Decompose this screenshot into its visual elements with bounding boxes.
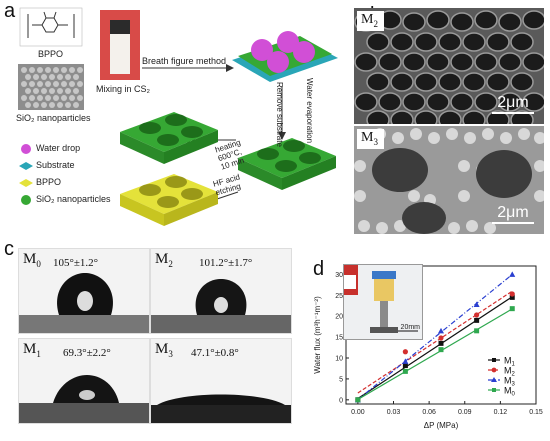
contact-angle-m0: M0 105°±1.2° xyxy=(18,248,150,334)
legend-marker xyxy=(491,367,497,373)
data-point-m1 xyxy=(438,340,444,346)
data-point-m3 xyxy=(402,358,409,364)
panel-letter-a: a xyxy=(4,0,16,22)
porous-film-yellow xyxy=(120,174,218,226)
sem-m2-label: M2 xyxy=(357,11,384,31)
sem-m2-scalebar: 2μm xyxy=(492,94,534,114)
data-point-m0 xyxy=(474,328,480,334)
legend-bppo-icon xyxy=(19,179,33,187)
legend-marker xyxy=(492,358,496,362)
legend-label: M1 xyxy=(504,356,516,368)
step-remove-substrate: Remove substrate xyxy=(275,82,284,147)
y-tick-label: 25 xyxy=(335,293,343,300)
data-point-m2 xyxy=(438,335,444,341)
data-point-m1 xyxy=(402,363,408,369)
y-axis-label: Water flux (m³h⁻¹m⁻²) xyxy=(313,296,322,374)
data-point-m1 xyxy=(509,294,515,300)
film-with-water-drops xyxy=(232,31,338,82)
fit-line-m3 xyxy=(357,274,513,401)
droplet-m0-icon xyxy=(19,273,149,333)
legend-sio2: SiO₂ nanoparticles xyxy=(36,194,111,204)
contact-angle-m1-label: M1 xyxy=(23,341,41,359)
panel-letter-d: d xyxy=(313,258,325,280)
fit-line-m0 xyxy=(357,308,513,400)
y-tick-label: 20 xyxy=(335,314,343,321)
y-tick-label: 15 xyxy=(335,335,343,342)
porous-film-green-right xyxy=(238,138,336,190)
legend-marker xyxy=(492,388,496,392)
data-point-m3 xyxy=(473,301,480,307)
x-tick-label: 0.12 xyxy=(494,409,508,416)
porous-film-green-left xyxy=(120,112,218,164)
data-point-m0 xyxy=(509,306,515,312)
step-breath-figure: Breath figure method xyxy=(142,56,227,66)
contact-angle-m1: M1 69.3°±2.2° xyxy=(18,338,150,424)
sem-image-m3: M3 2μm xyxy=(354,126,544,234)
data-point-m0 xyxy=(355,397,361,403)
schematic-illustration xyxy=(18,7,338,226)
inset-photo: 20mm xyxy=(343,264,423,340)
contact-angle-m2-label: M2 xyxy=(155,251,173,269)
bppo-structure-box xyxy=(19,7,83,47)
fit-line-m2 xyxy=(357,290,513,394)
sem-nanoparticles-m3 xyxy=(354,126,544,234)
legend-label: M2 xyxy=(504,366,516,378)
data-point-m2 xyxy=(474,312,480,318)
x-tick-label: 0.03 xyxy=(387,409,401,416)
x-tick-label: 0.06 xyxy=(422,409,436,416)
data-point-m2 xyxy=(402,349,408,355)
bppo-molecule-icon xyxy=(27,11,75,38)
data-point-m0 xyxy=(438,347,444,353)
panel-letter-c: c xyxy=(4,238,14,260)
contact-angle-m0-value: 105°±1.2° xyxy=(53,257,99,269)
legend-marker xyxy=(491,377,497,382)
contact-angle-m3-label: M3 xyxy=(155,341,173,359)
droplet-m1-icon xyxy=(19,375,149,423)
legend-substrate: Substrate xyxy=(36,160,75,170)
x-tick-label: 0.15 xyxy=(529,409,543,416)
contact-angle-m3-value: 47.1°±0.8° xyxy=(191,347,239,359)
contact-angle-m3: M3 47.1°±0.8° xyxy=(150,338,292,424)
data-point-m2 xyxy=(509,291,515,297)
fit-line-m1 xyxy=(357,296,513,400)
droplet-m3-icon xyxy=(151,394,291,423)
sem-image-m2: M2 2μm xyxy=(354,8,544,124)
y-tick-label: 10 xyxy=(335,356,343,363)
mixing-caption: Mixing in CS₂ xyxy=(96,84,151,94)
schematic-panel: BPPO SiO₂ nanoparticles Mixing in CS₂ Br… xyxy=(0,0,365,235)
data-point-m3 xyxy=(438,327,444,334)
contact-angle-m2-value: 101.2°±1.7° xyxy=(199,257,253,269)
x-tick-label: 0.00 xyxy=(351,409,365,416)
sio2-caption: SiO₂ nanoparticles xyxy=(16,113,91,123)
legend-label: M0 xyxy=(504,386,516,398)
contact-angle-m0-label: M0 xyxy=(23,251,41,269)
sem-m3-scalebar: 2μm xyxy=(492,204,534,224)
data-point-m3 xyxy=(509,271,516,277)
legend-bppo: BPPO xyxy=(36,177,62,187)
sem-m2-scale-text: 2μm xyxy=(497,94,529,111)
legend-water-drop: Water drop xyxy=(36,143,81,153)
x-tick-label: 0.09 xyxy=(458,409,472,416)
legend-sio2-icon xyxy=(21,195,31,205)
x-axis-label: ΔP (MPa) xyxy=(424,421,459,430)
water-flux-chart: 0.00 0.03 0.06 0.09 0.12 0.15 0 5 10 15 20 25 30 ΔP (… xyxy=(313,265,543,430)
data-point-m0 xyxy=(402,368,408,374)
legend-substrate-icon xyxy=(19,162,33,170)
sem-m3-scale-text: 2μm xyxy=(497,204,529,221)
bppo-label: BPPO xyxy=(38,49,64,59)
inset-scale-text: 20mm xyxy=(400,324,420,331)
inset-apparatus-icon xyxy=(344,265,418,333)
legend-label: M3 xyxy=(504,376,516,388)
y-tick-label: 5 xyxy=(339,376,343,383)
y-tick-label: 30 xyxy=(335,272,343,279)
sem-honeycomb-m2 xyxy=(354,8,544,124)
sem-m3-label: M3 xyxy=(357,129,384,149)
droplet-m2-icon xyxy=(151,279,291,333)
data-point-m1 xyxy=(474,317,480,323)
contact-angle-m1-value: 69.3°±2.2° xyxy=(63,347,111,359)
y-tick-label: 0 xyxy=(339,397,343,404)
legend-water-drop-icon xyxy=(21,144,31,154)
step-water-evaporation: Water evaporation xyxy=(305,78,314,144)
contact-angle-m2: M2 101.2°±1.7° xyxy=(150,248,292,334)
